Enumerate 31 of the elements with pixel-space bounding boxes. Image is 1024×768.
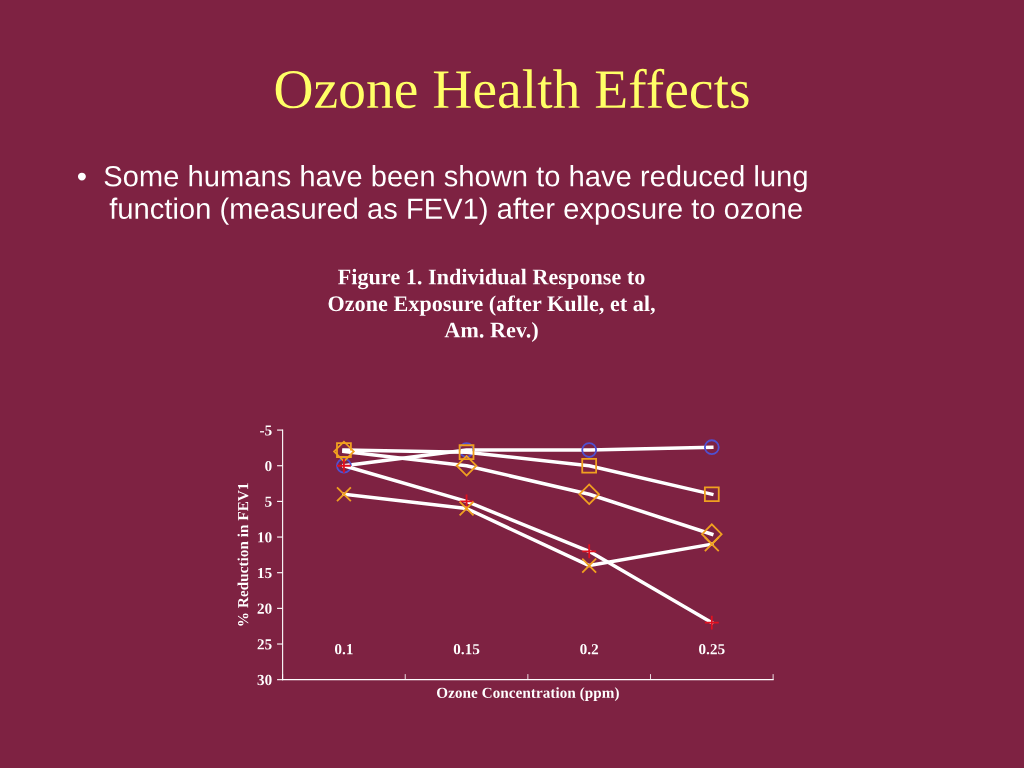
point [701, 523, 723, 545]
y-tick-label: 30 [257, 674, 272, 686]
point [336, 486, 352, 503]
x-tick-label: 0.15 [453, 644, 480, 655]
point [578, 483, 600, 505]
point [581, 557, 598, 574]
x-tick-label: 0.25 [699, 644, 725, 655]
point [455, 455, 478, 477]
chart-subtitle: • Some humans have been shown to have reduced lung function (measured as FEV1) after exposure to ozone [77, 165, 807, 225]
point [703, 486, 720, 503]
point [458, 500, 475, 517]
caption: Figure 1. Individual Response to Ozone Exposure (after Kulle, et al, Am. Rev.) [328, 268, 655, 343]
chart-title: Ozone Health Effects [275, 68, 749, 109]
y-tick-label: 10 [258, 532, 272, 543]
x-axis-title: Ozone Concentration (ppm) [436, 687, 619, 702]
y-tick-label: 0 [265, 460, 272, 472]
x-tick-label: 0.2 [580, 644, 599, 655]
point [703, 614, 720, 631]
x-tick-label: 0.1 [334, 644, 353, 655]
y-tick-label: -5 [260, 425, 272, 436]
point [581, 442, 598, 458]
y-axis-title: % Reduction in FEV1 [237, 483, 249, 626]
point [581, 457, 598, 474]
y-tick-label: 5 [265, 496, 272, 507]
point [703, 536, 720, 553]
y-tick-label: 25 [257, 639, 272, 650]
point [333, 440, 355, 463]
point [581, 543, 598, 560]
y-tick-label: 15 [258, 567, 272, 579]
y-tick-label: 20 [257, 603, 272, 614]
point [703, 439, 720, 456]
